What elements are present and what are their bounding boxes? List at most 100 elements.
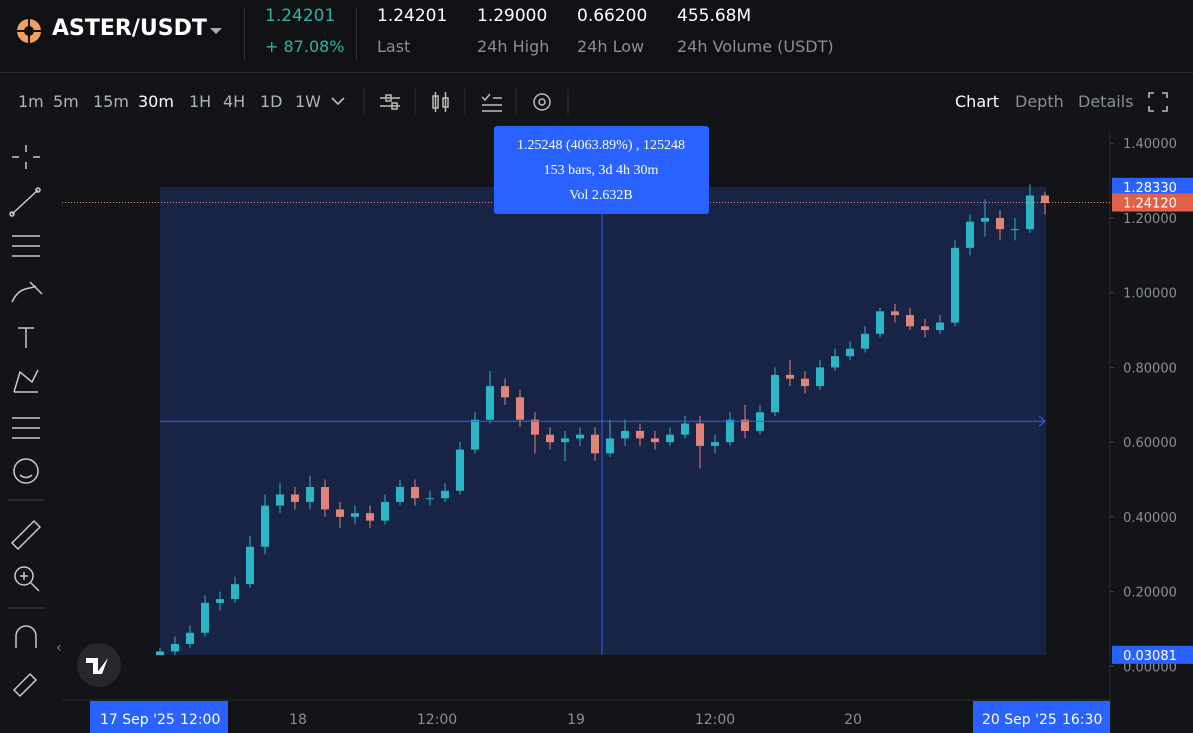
interval[interactable]: 30m	[138, 92, 174, 111]
y-tick-label: 0.00000	[1123, 660, 1177, 675]
interval[interactable]: 4H	[223, 92, 246, 111]
candle-body	[831, 356, 839, 368]
candle-body	[426, 498, 434, 500]
candle-body	[531, 419, 539, 435]
range-start-time: 12:00	[180, 712, 220, 728]
header: ASTER/USDT 1.24201 + 87.08% 1.24201 Last 1…	[0, 0, 1193, 73]
candle-body	[1026, 195, 1034, 230]
candle-body	[1041, 195, 1049, 203]
stat-value: 0.66200	[577, 6, 648, 26]
price-tag-label: 1.24120	[1123, 197, 1177, 212]
candle-body	[1011, 229, 1019, 231]
candle-body	[321, 487, 329, 510]
candle-body	[846, 348, 854, 357]
pair[interactable]: ASTER/USDT	[52, 16, 207, 41]
crosshair-arrow	[1038, 415, 1046, 427]
candle-body	[336, 509, 344, 517]
stat-label: 24h Volume (USDT)	[677, 37, 834, 56]
range-start-date: 17 Sep '25	[100, 712, 175, 728]
candle-body	[231, 584, 239, 600]
candle-body	[636, 430, 644, 439]
drawing-tools[interactable]	[8, 145, 44, 698]
candle-body	[771, 374, 779, 413]
x-tick-label: 18	[289, 712, 307, 728]
interval[interactable]: 1D	[260, 92, 283, 111]
interval[interactable]: 15m	[93, 92, 129, 111]
candle-body	[816, 367, 824, 387]
candle-body	[366, 513, 374, 521]
candle-body	[696, 423, 704, 446]
y-tick-label: 0.80000	[1123, 361, 1177, 376]
x-tick-label: 19	[567, 712, 585, 728]
candle-body	[156, 651, 164, 656]
candle-body	[786, 374, 794, 379]
candle-body	[801, 378, 809, 387]
y-tick-label: 0.20000	[1123, 586, 1177, 601]
candle-body	[456, 449, 464, 491]
candle-body	[246, 546, 254, 585]
y-tick-label: 1.00000	[1123, 287, 1177, 302]
view-tab[interactable]: Details	[1078, 92, 1134, 111]
candle-body	[216, 599, 224, 603]
tooltip-line: 1.25248 (4063.89%) , 125248	[517, 138, 685, 153]
price-tag	[1112, 177, 1193, 196]
candle-body	[576, 434, 584, 439]
candle-body	[876, 311, 884, 334]
interval[interactable]: 1W	[295, 92, 321, 111]
candle-body	[966, 221, 974, 248]
candle-body	[681, 423, 689, 435]
y-tick-label: 1.40000	[1123, 137, 1177, 152]
candle-body	[726, 419, 734, 443]
candle-body	[666, 434, 674, 443]
stat-label: 24h Low	[577, 37, 645, 56]
stat-label: 24h High	[477, 37, 550, 56]
candle-body	[981, 217, 989, 222]
interval[interactable]: 1H	[189, 92, 212, 111]
interval-caret[interactable]	[330, 96, 346, 106]
pair-caret[interactable]	[209, 26, 223, 36]
candle-body	[996, 217, 1004, 230]
price-tag	[1112, 193, 1193, 212]
range-end-date: 20 Sep '25	[982, 712, 1057, 728]
candle-body	[471, 419, 479, 450]
fullscreen[interactable]	[1148, 92, 1168, 112]
candle-body	[411, 487, 419, 499]
candle-body	[486, 386, 494, 420]
candle-body	[501, 386, 509, 398]
candle-body	[201, 602, 209, 633]
candle-body	[171, 643, 179, 652]
candle-body	[516, 397, 524, 420]
x-tick-label: 12:00	[417, 712, 457, 728]
stat-value: 455.68M	[677, 6, 752, 26]
price: 1.24201	[265, 6, 336, 26]
candle-body	[861, 333, 869, 349]
candle-body	[591, 434, 599, 454]
candle-body	[276, 494, 284, 506]
view-tab[interactable]: Chart	[955, 92, 999, 111]
separator	[356, 8, 357, 60]
interval[interactable]: 1m	[18, 92, 44, 111]
stat-label: Last	[377, 37, 411, 56]
candle-body	[441, 490, 449, 499]
tooltip-line: Vol 2.632B	[569, 188, 633, 203]
stat-value: 1.24201	[377, 6, 448, 26]
toolbar: 1m 5m 15m 30m 1H 4H 1D 1W Chart Depth Details	[0, 73, 1193, 131]
candle-body	[921, 326, 929, 331]
collapse[interactable]: ‹	[56, 640, 62, 656]
candle-body	[936, 322, 944, 331]
change: + 87.08%	[265, 37, 345, 56]
view-tab[interactable]: Depth	[1015, 92, 1064, 111]
coin-icon	[17, 19, 41, 43]
candle-body	[951, 247, 959, 323]
stat-value: 1.29000	[477, 6, 548, 26]
candle-body	[906, 315, 914, 327]
candle-body	[606, 438, 614, 454]
candle-body	[621, 430, 629, 439]
range-start-box	[90, 701, 228, 733]
interval[interactable]: 5m	[53, 92, 79, 111]
candle-body	[186, 632, 194, 644]
candle-body	[291, 494, 299, 502]
candle-body	[651, 438, 659, 443]
